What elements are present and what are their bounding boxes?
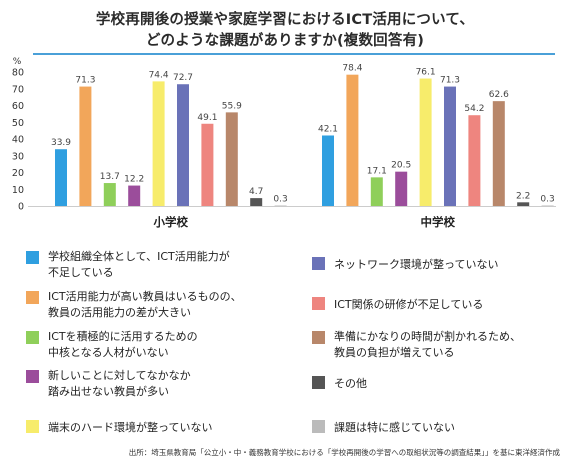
chart-title-line-1: 学校再開後の授業や家庭学習におけるICT活用について、 (95, 12, 475, 28)
data-label: 42.1 (318, 124, 338, 134)
legend-label: 新しいことに対してなかなか (48, 369, 191, 382)
data-label: 62.6 (489, 90, 509, 100)
bar (201, 123, 214, 206)
data-label: 55.9 (222, 101, 242, 111)
legend-label-line2: 教員の活用能力の差が大きい (48, 306, 191, 319)
bar (274, 205, 287, 207)
legend-label: 学校組織全体として、ICT活用能力が (48, 250, 230, 263)
bar (250, 198, 263, 206)
legend-swatch (26, 370, 39, 383)
bar (55, 149, 67, 206)
bar-chart: % 0 10 20 30 40 50 60 70 80 33.9 71.3 13.7 12.2 74.4 72… (12, 57, 556, 229)
bar (177, 84, 189, 206)
data-label: 71.3 (440, 76, 460, 86)
legend-label-line2: 踏み出せない教員が多い (48, 385, 169, 398)
data-label: 78.4 (342, 64, 362, 74)
title-divider (33, 53, 555, 55)
legend-item: その他 (312, 376, 570, 408)
data-label: 0.3 (540, 194, 554, 204)
legend-swatch (312, 331, 325, 344)
legend-item: 課題は特に感じていない (312, 420, 570, 452)
y-axis-unit-label: % (13, 57, 22, 67)
legend-swatch (26, 291, 39, 304)
legend-swatch (26, 331, 39, 344)
data-label: 72.7 (173, 73, 193, 83)
legend-label-line2: 不足している (48, 266, 114, 279)
y-tick-label: 10 (12, 185, 24, 196)
y-tick-label: 20 (12, 168, 24, 179)
bar (541, 205, 554, 207)
data-label: 76.1 (416, 68, 436, 78)
data-label: 13.7 (100, 172, 120, 182)
legend-item: 端末のハード環境が整っていない (26, 420, 296, 452)
legend-item: ネットワーク環境が整っていない (312, 257, 570, 289)
y-tick-label: 60 (12, 101, 24, 112)
bar (79, 86, 92, 206)
source-note: 出所：埼玉県教育局「公立小・中・義務教育学校における「学校再開後の学習への取組状… (128, 448, 560, 457)
legend-label: 端末のハード環境が整っていない (48, 421, 213, 434)
legend-item: 新しいことに対してなかなか 踏み出せない教員が多い (26, 368, 296, 400)
legend-item: ICTを積極的に活用するための 中核となる人材がいない (26, 329, 296, 361)
bar (517, 202, 530, 206)
data-label: 20.5 (391, 161, 411, 171)
y-tick-label: 70 (12, 84, 24, 95)
legend-label: ICT関係の研修が不足している (334, 298, 484, 311)
data-label: 4.7 (249, 187, 263, 197)
legend-item: ICT関係の研修が不足している (312, 297, 570, 329)
y-tick-label: 80 (12, 68, 24, 79)
legend-swatch (26, 420, 39, 433)
legend-label: ネットワーク環境が整っていない (334, 258, 499, 271)
bar (370, 177, 383, 206)
x-category-label: 中学校 (421, 215, 456, 229)
legend-label-line2: 教員の負担が増えている (334, 346, 455, 359)
legend-swatch (312, 297, 325, 310)
data-label: 12.2 (124, 175, 144, 185)
legend-label-line2: 中核となる人材がいない (48, 346, 169, 359)
data-label: 2.2 (516, 191, 530, 201)
data-label: 49.1 (197, 113, 217, 123)
legend-swatch (26, 251, 39, 264)
data-label: 0.3 (273, 194, 287, 204)
legend-item: 準備にかなりの時間が割かれるため、 教員の負担が増えている (312, 329, 570, 361)
legend-label: 準備にかなりの時間が割かれるため、 (334, 330, 521, 343)
legend-label: ICT活用能力が高い教員はいるものの、 (48, 290, 242, 303)
y-tick-label: 40 (12, 135, 24, 146)
data-label: 74.4 (149, 70, 169, 80)
y-tick-label: 0 (18, 202, 24, 213)
data-label: 71.3 (75, 76, 95, 86)
legend-item: ICT活用能力が高い教員はいるものの、 教員の活用能力の差が大きい (26, 289, 296, 321)
bar (225, 112, 238, 206)
legend-swatch (312, 376, 325, 389)
bar (395, 171, 408, 206)
bar (152, 81, 165, 206)
bar (128, 185, 141, 206)
data-label: 54.2 (464, 104, 484, 114)
legend-label: 課題は特に感じていない (334, 421, 455, 434)
legend-label: その他 (334, 377, 367, 390)
legend-item: 学校組織全体として、ICT活用能力が 不足している (26, 249, 296, 281)
data-label: 17.1 (367, 166, 387, 176)
bar (444, 86, 456, 206)
data-label: 33.9 (51, 138, 71, 148)
bar (322, 135, 334, 206)
y-tick-label: 50 (12, 118, 24, 129)
legend-label: ICTを積極的に活用するための (48, 330, 198, 343)
bar (103, 183, 116, 206)
bar (346, 74, 359, 207)
bar (492, 101, 505, 206)
legend-swatch (312, 257, 325, 270)
y-tick-label: 30 (12, 151, 24, 162)
chart-title-line-2: どのような課題がありますか(複数回答有) (145, 33, 425, 49)
bar (419, 78, 432, 206)
legend-swatch (312, 420, 325, 433)
x-category-label: 小学校 (153, 215, 189, 229)
bar (468, 115, 481, 206)
